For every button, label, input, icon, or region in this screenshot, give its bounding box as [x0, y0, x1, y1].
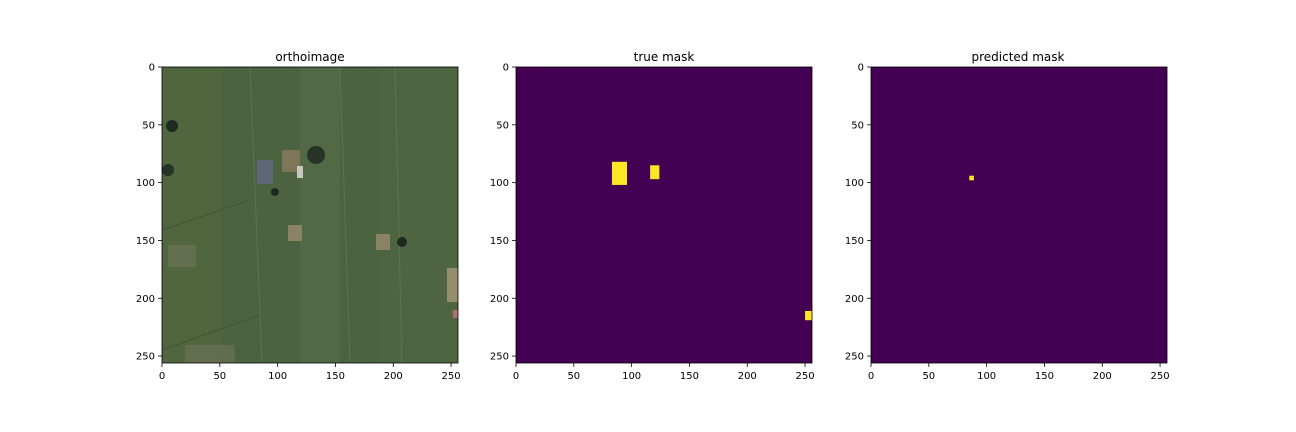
- field-line: [394, 66, 403, 364]
- x-tick-label: 0: [513, 371, 519, 382]
- y-tick-label: 200: [845, 294, 864, 305]
- x-tick-label: 100: [268, 371, 287, 382]
- bare-soil: [168, 245, 196, 267]
- field-line: [339, 66, 351, 364]
- x-tick-label: 150: [680, 371, 699, 382]
- y-tick-label: 0: [149, 63, 155, 74]
- tree-shadow: [397, 237, 407, 247]
- bare-soil: [447, 268, 458, 302]
- x-tick-label: 50: [922, 371, 935, 382]
- y-tick-label: 150: [490, 236, 509, 247]
- axes-frame: [870, 66, 1168, 364]
- field-parcel: [300, 67, 340, 363]
- mask-background: [516, 67, 812, 363]
- y-tick-label: 50: [851, 120, 864, 131]
- panel-orthoimage: orthoimage: [136, 50, 461, 382]
- x-tick-label: 0: [159, 371, 165, 382]
- field-parcel: [380, 67, 458, 363]
- roof: [257, 160, 273, 184]
- y-tick-label: 150: [136, 236, 155, 247]
- y-tick-label: 0: [503, 63, 509, 74]
- axis-ticks: 0 50 100 150 200 250 0 50 100 150 200 250: [845, 63, 1170, 383]
- x-tick-label: 150: [1035, 371, 1054, 382]
- y-tick-label: 200: [136, 294, 155, 305]
- panel-title: orthoimage: [275, 50, 344, 64]
- bare-soil: [185, 345, 235, 363]
- tree-shadow: [307, 146, 325, 164]
- y-tick-label: 100: [490, 178, 509, 189]
- x-tick-label: 200: [1093, 371, 1112, 382]
- axis-ticks: 0 50 100 150 200 250 0 50 100 150 200 250: [136, 63, 461, 383]
- y-tick-label: 50: [142, 120, 155, 131]
- tree-shadow: [271, 188, 279, 196]
- red-roof: [453, 310, 458, 318]
- x-tick-label: 100: [622, 371, 641, 382]
- field-line: [161, 314, 261, 351]
- axis-ticks: 0 50 100 150 200 250 0 50 100 150 200 250: [490, 63, 815, 383]
- field-line: [249, 66, 263, 364]
- x-tick-label: 200: [384, 371, 403, 382]
- y-tick-label: 50: [496, 120, 509, 131]
- y-tick-label: 250: [136, 352, 155, 363]
- x-tick-label: 200: [738, 371, 757, 382]
- y-tick-label: 150: [845, 236, 864, 247]
- mask-regions: [969, 175, 974, 181]
- mask-region: [650, 165, 660, 180]
- x-tick-label: 250: [1151, 371, 1170, 382]
- panel-predicted-mask: predicted mask 0 50 100 150 200 250 0 50 100 150 2…: [845, 50, 1170, 382]
- x-tick-label: 0: [868, 371, 874, 382]
- panel-true-mask: true mask 0 50 100 150 200 250 0 50 100 150 200 250: [490, 50, 815, 382]
- axes-frame: [515, 66, 813, 364]
- roof: [297, 166, 303, 178]
- y-tick-label: 200: [490, 294, 509, 305]
- y-tick-label: 100: [845, 178, 864, 189]
- x-tick-label: 100: [977, 371, 996, 382]
- mask-regions: [611, 161, 812, 321]
- bare-soil: [376, 234, 390, 250]
- mask-background: [871, 67, 1167, 363]
- mask-region: [805, 310, 812, 321]
- x-tick-label: 50: [567, 371, 580, 382]
- x-tick-label: 250: [796, 371, 815, 382]
- mask-region: [611, 161, 627, 185]
- panel-title: true mask: [634, 50, 695, 64]
- y-tick-label: 0: [858, 63, 864, 74]
- bare-soil: [282, 150, 300, 172]
- y-tick-label: 100: [136, 178, 155, 189]
- y-tick-label: 250: [490, 352, 509, 363]
- field-parcel: [162, 67, 222, 363]
- panel-title: predicted mask: [972, 50, 1065, 64]
- image-area: [161, 66, 458, 364]
- bare-soil: [288, 225, 302, 241]
- mask-region: [969, 175, 974, 181]
- tree-shadow: [162, 164, 174, 176]
- x-tick-label: 250: [442, 371, 461, 382]
- x-tick-label: 150: [326, 371, 345, 382]
- y-tick-label: 250: [845, 352, 864, 363]
- x-tick-label: 50: [213, 371, 226, 382]
- axes-frame: [161, 66, 459, 364]
- field-line: [161, 199, 251, 231]
- tree-shadow: [166, 120, 178, 132]
